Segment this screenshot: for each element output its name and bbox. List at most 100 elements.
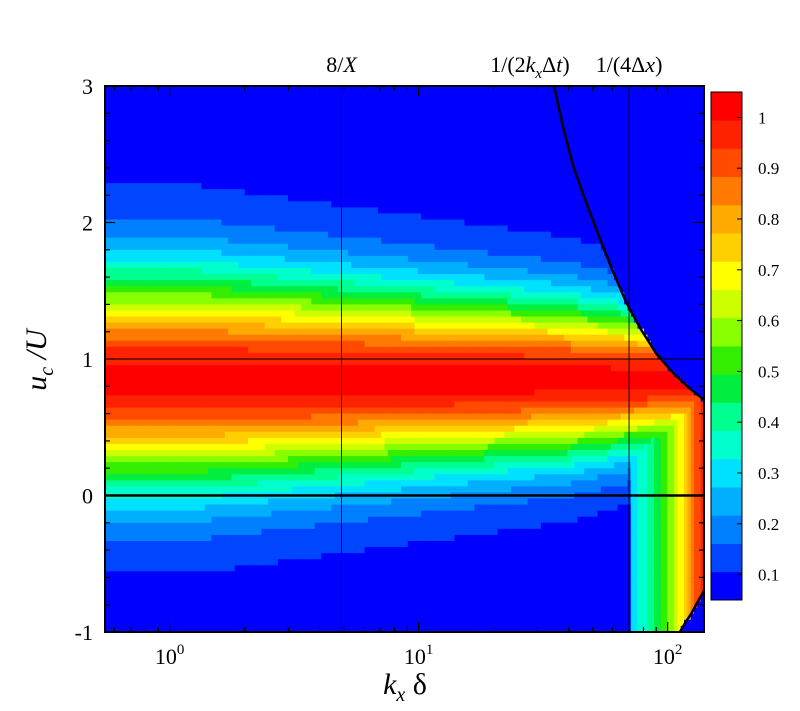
- heatmap-cell: [264, 504, 269, 512]
- heatmap-cell: [168, 280, 173, 287]
- heatmap-cell: [184, 413, 189, 421]
- heatmap-cell: [194, 431, 199, 439]
- heatmap-cell: [261, 104, 266, 111]
- heatmap-cell: [181, 498, 186, 506]
- heatmap-cell: [271, 122, 276, 130]
- heatmap-cell: [264, 571, 269, 578]
- heatmap-cell: [271, 280, 276, 287]
- heatmap-cell: [158, 274, 163, 281]
- heatmap-cell: [211, 237, 216, 245]
- heatmap-cell: [181, 595, 186, 603]
- heatmap-cell: [261, 322, 266, 330]
- heatmap-cell: [191, 219, 196, 227]
- heatmap-cell: [221, 395, 226, 403]
- heatmap-cell: [191, 401, 196, 409]
- heatmap-cell: [238, 498, 243, 506]
- heatmap-cell: [158, 613, 163, 621]
- heatmap-cell: [271, 601, 276, 609]
- heatmap-cell: [228, 528, 233, 536]
- heatmap-cell: [184, 577, 189, 585]
- heatmap-cell: [141, 346, 146, 354]
- heatmap-cell: [105, 468, 109, 475]
- heatmap-cell: [131, 547, 136, 554]
- heatmap-cell: [141, 504, 146, 512]
- heatmap-cell: [128, 498, 133, 506]
- heatmap-cell: [194, 625, 199, 632]
- heatmap-cell: [208, 140, 213, 148]
- heatmap-cell: [105, 292, 109, 299]
- heatmap-cell: [191, 371, 196, 378]
- heatmap-cell: [224, 486, 229, 494]
- heatmap-cell: [254, 395, 259, 403]
- heatmap-cell: [158, 565, 163, 572]
- heatmap-cell: [108, 407, 113, 415]
- heatmap-cell: [248, 425, 253, 433]
- heatmap-cell: [178, 134, 183, 142]
- heatmap-cell: [224, 352, 229, 360]
- heatmap-cell: [261, 140, 266, 148]
- heatmap-cell: [261, 170, 266, 178]
- heatmap-cell: [131, 122, 136, 130]
- heatmap-cell: [114, 201, 119, 208]
- heatmap-cell: [131, 207, 136, 214]
- heatmap-cell: [224, 450, 229, 457]
- heatmap-cell: [174, 413, 179, 421]
- heatmap-cell: [214, 565, 219, 572]
- heatmap-cell: [164, 510, 169, 518]
- heatmap-cell: [214, 286, 219, 293]
- heatmap-cell: [244, 334, 249, 342]
- heatmap-cell: [241, 389, 246, 396]
- heatmap-cell: [238, 468, 243, 475]
- heatmap-cell: [181, 443, 186, 451]
- heatmap-cell: [271, 189, 276, 196]
- heatmap-cell: [181, 310, 186, 318]
- heatmap-cell: [154, 547, 159, 554]
- heatmap-cell: [244, 92, 249, 99]
- heatmap-cell: [148, 583, 153, 591]
- heatmap-cell: [131, 522, 136, 530]
- heatmap-cell: [111, 225, 116, 233]
- heatmap-cell: [105, 201, 109, 208]
- heatmap-cell: [168, 486, 173, 494]
- heatmap-cell: [264, 534, 269, 542]
- heatmap-cell: [141, 310, 146, 318]
- heatmap-cell: [114, 328, 119, 336]
- heatmap-cell: [105, 595, 109, 603]
- heatmap-cell: [271, 152, 276, 160]
- heatmap-cell: [138, 352, 143, 360]
- heatmap-cell: [224, 134, 229, 142]
- heatmap-cell: [188, 450, 193, 457]
- heatmap-cell: [198, 183, 203, 190]
- heatmap-cell: [264, 134, 269, 142]
- heatmap-cell: [114, 152, 119, 160]
- heatmap-cell: [204, 207, 209, 214]
- heatmap-cell: [218, 462, 223, 469]
- heatmap-cell: [204, 255, 209, 263]
- heatmap-cell: [264, 559, 269, 566]
- heatmap-cell: [244, 371, 249, 378]
- heatmap-cell: [168, 583, 173, 591]
- heatmap-cell: [191, 456, 196, 463]
- heatmap-cell: [171, 522, 176, 530]
- heatmap-cell: [121, 425, 126, 433]
- heatmap-cell: [271, 547, 276, 554]
- heatmap-cell: [191, 164, 196, 172]
- heatmap-cell: [238, 419, 243, 427]
- heatmap-cell: [158, 443, 163, 451]
- heatmap-cell: [214, 559, 219, 566]
- heatmap-cell: [118, 158, 123, 166]
- heatmap-cell: [244, 110, 249, 117]
- heatmap-cell: [121, 456, 126, 463]
- heatmap-cell: [201, 219, 206, 227]
- heatmap-cell: [221, 389, 226, 396]
- heatmap-cell: [105, 504, 109, 512]
- heatmap-cell: [244, 146, 249, 154]
- heatmap-cell: [228, 352, 233, 360]
- heatmap-cell: [234, 516, 239, 524]
- heatmap-cell: [271, 510, 276, 518]
- heatmap-cell: [134, 407, 139, 415]
- heatmap-cell: [191, 304, 196, 312]
- heatmap-cell: [134, 365, 139, 372]
- heatmap-cell: [221, 255, 226, 263]
- heatmap-cell: [178, 92, 183, 99]
